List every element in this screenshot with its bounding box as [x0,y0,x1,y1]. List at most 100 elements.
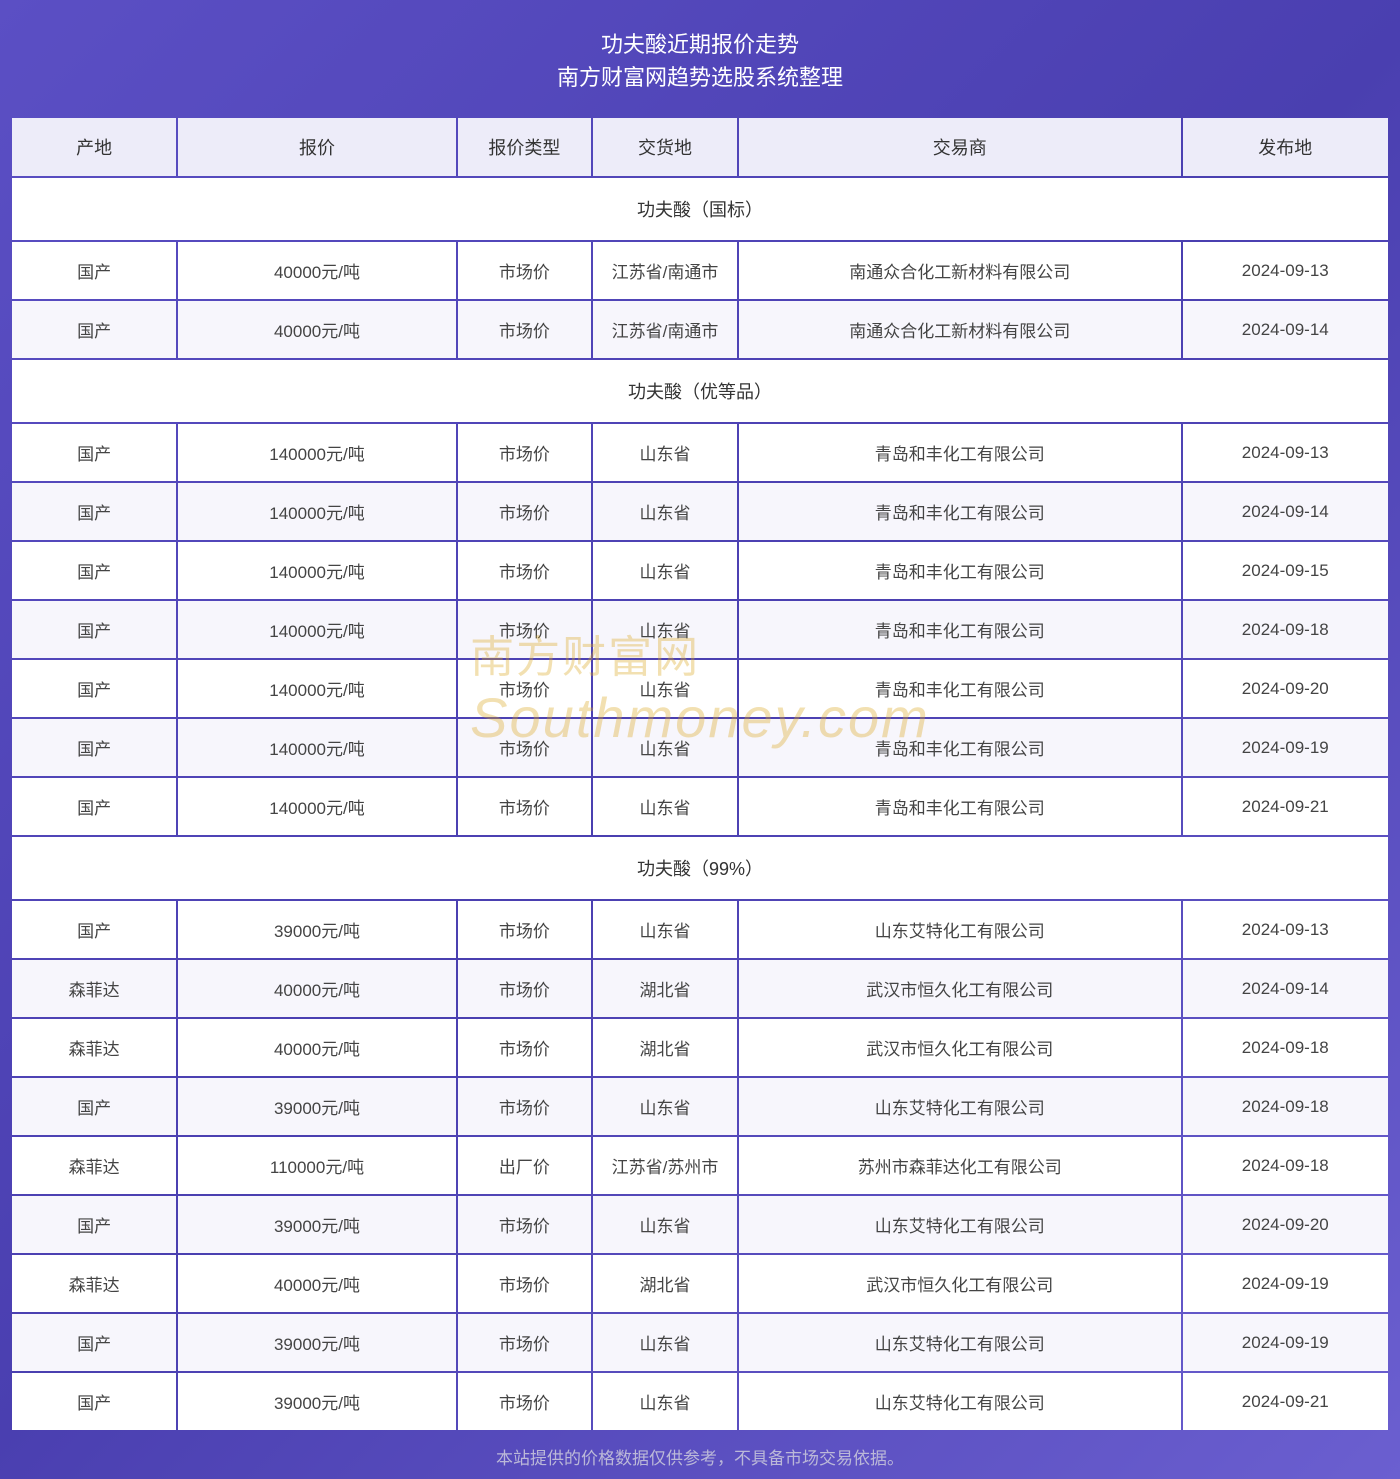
table-row: 国产39000元/吨市场价山东省山东艾特化工有限公司2024-09-20 [12,1196,1388,1253]
cell-type: 市场价 [458,1196,592,1253]
table-header-row: 产地 报价 报价类型 交货地 交易商 发布地 [12,118,1388,176]
cell-date: 2024-09-18 [1183,1019,1388,1076]
cell-origin: 国产 [12,1196,176,1253]
cell-trader: 青岛和丰化工有限公司 [739,542,1181,599]
cell-type: 出厂价 [458,1137,592,1194]
cell-date: 2024-09-13 [1183,424,1388,481]
cell-price: 140000元/吨 [178,778,455,835]
table-row: 国产40000元/吨市场价江苏省/南通市南通众合化工新材料有限公司2024-09… [12,301,1388,358]
cell-trader: 山东艾特化工有限公司 [739,1314,1181,1371]
cell-location: 山东省 [593,1314,737,1371]
cell-location: 山东省 [593,719,737,776]
section-title: 功夫酸（优等品） [12,360,1388,422]
cell-trader: 青岛和丰化工有限公司 [739,719,1181,776]
table-row: 森菲达110000元/吨出厂价江苏省/苏州市苏州市森菲达化工有限公司2024-0… [12,1137,1388,1194]
cell-type: 市场价 [458,960,592,1017]
cell-trader: 青岛和丰化工有限公司 [739,483,1181,540]
cell-type: 市场价 [458,242,592,299]
th-price: 报价 [178,118,455,176]
cell-location: 山东省 [593,542,737,599]
cell-type: 市场价 [458,601,592,658]
cell-location: 湖北省 [593,1255,737,1312]
cell-origin: 森菲达 [12,1137,176,1194]
cell-trader: 山东艾特化工有限公司 [739,1196,1181,1253]
cell-date: 2024-09-14 [1183,960,1388,1017]
cell-date: 2024-09-20 [1183,1196,1388,1253]
cell-date: 2024-09-13 [1183,242,1388,299]
cell-date: 2024-09-19 [1183,1314,1388,1371]
cell-origin: 森菲达 [12,1019,176,1076]
cell-location: 江苏省/南通市 [593,242,737,299]
cell-date: 2024-09-19 [1183,1255,1388,1312]
cell-origin: 国产 [12,424,176,481]
table-row: 国产39000元/吨市场价山东省山东艾特化工有限公司2024-09-13 [12,901,1388,958]
cell-origin: 国产 [12,660,176,717]
cell-trader: 青岛和丰化工有限公司 [739,424,1181,481]
cell-location: 山东省 [593,901,737,958]
cell-trader: 武汉市恒久化工有限公司 [739,1255,1181,1312]
cell-origin: 国产 [12,601,176,658]
cell-origin: 国产 [12,1078,176,1135]
cell-origin: 国产 [12,901,176,958]
th-date: 发布地 [1183,118,1388,176]
section-header: 功夫酸（99%） [12,837,1388,899]
section-title: 功夫酸（国标） [12,178,1388,240]
cell-type: 市场价 [458,483,592,540]
cell-type: 市场价 [458,660,592,717]
cell-location: 山东省 [593,778,737,835]
table-row: 国产140000元/吨市场价山东省青岛和丰化工有限公司2024-09-19 [12,719,1388,776]
cell-price: 39000元/吨 [178,901,455,958]
cell-origin: 国产 [12,719,176,776]
cell-location: 山东省 [593,601,737,658]
section-title: 功夫酸（99%） [12,837,1388,899]
table-row: 国产140000元/吨市场价山东省青岛和丰化工有限公司2024-09-21 [12,778,1388,835]
cell-trader: 山东艾特化工有限公司 [739,901,1181,958]
cell-date: 2024-09-15 [1183,542,1388,599]
cell-date: 2024-09-18 [1183,601,1388,658]
cell-trader: 南通众合化工新材料有限公司 [739,301,1181,358]
cell-date: 2024-09-18 [1183,1078,1388,1135]
cell-price: 140000元/吨 [178,719,455,776]
cell-location: 江苏省/南通市 [593,301,737,358]
cell-origin: 森菲达 [12,960,176,1017]
cell-type: 市场价 [458,778,592,835]
cell-location: 湖北省 [593,1019,737,1076]
cell-type: 市场价 [458,1255,592,1312]
table-row: 国产39000元/吨市场价山东省山东艾特化工有限公司2024-09-18 [12,1078,1388,1135]
th-origin: 产地 [12,118,176,176]
cell-origin: 森菲达 [12,1255,176,1312]
cell-date: 2024-09-19 [1183,719,1388,776]
cell-trader: 苏州市森菲达化工有限公司 [739,1137,1181,1194]
footer-note: 本站提供的价格数据仅供参考，不具备市场交易依据。 [10,1432,1390,1469]
table-wrapper: 产地 报价 报价类型 交货地 交易商 发布地 功夫酸（国标）国产40000元/吨… [10,116,1390,1432]
table-row: 国产140000元/吨市场价山东省青岛和丰化工有限公司2024-09-20 [12,660,1388,717]
cell-type: 市场价 [458,301,592,358]
cell-date: 2024-09-20 [1183,660,1388,717]
cell-trader: 青岛和丰化工有限公司 [739,660,1181,717]
table-row: 森菲达40000元/吨市场价湖北省武汉市恒久化工有限公司2024-09-18 [12,1019,1388,1076]
header-subtitle: 南方财富网趋势选股系统整理 [10,61,1390,94]
cell-date: 2024-09-21 [1183,778,1388,835]
cell-origin: 国产 [12,542,176,599]
cell-price: 110000元/吨 [178,1137,455,1194]
table-row: 国产140000元/吨市场价山东省青岛和丰化工有限公司2024-09-13 [12,424,1388,481]
table-row: 国产140000元/吨市场价山东省青岛和丰化工有限公司2024-09-18 [12,601,1388,658]
cell-type: 市场价 [458,424,592,481]
cell-price: 39000元/吨 [178,1078,455,1135]
cell-date: 2024-09-18 [1183,1137,1388,1194]
cell-trader: 青岛和丰化工有限公司 [739,601,1181,658]
cell-trader: 武汉市恒久化工有限公司 [739,960,1181,1017]
cell-trader: 武汉市恒久化工有限公司 [739,1019,1181,1076]
cell-type: 市场价 [458,1019,592,1076]
cell-price: 40000元/吨 [178,960,455,1017]
cell-date: 2024-09-14 [1183,483,1388,540]
header-title: 功夫酸近期报价走势 [10,28,1390,61]
cell-origin: 国产 [12,301,176,358]
cell-price: 40000元/吨 [178,242,455,299]
cell-price: 40000元/吨 [178,1019,455,1076]
table-row: 国产140000元/吨市场价山东省青岛和丰化工有限公司2024-09-14 [12,483,1388,540]
cell-price: 39000元/吨 [178,1314,455,1371]
cell-origin: 国产 [12,778,176,835]
cell-price: 140000元/吨 [178,424,455,481]
table-row: 森菲达40000元/吨市场价湖北省武汉市恒久化工有限公司2024-09-14 [12,960,1388,1017]
